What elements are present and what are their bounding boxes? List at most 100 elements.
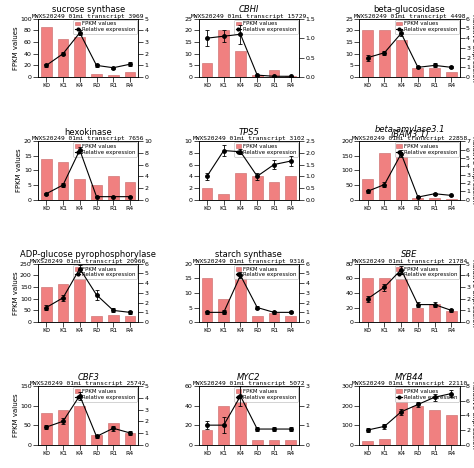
Bar [219,194,229,199]
Bar [41,159,52,199]
Title: MWXS20249_01mi_transcript_4498: MWXS20249_01mi_transcript_4498 [353,13,466,19]
Bar [74,37,85,77]
Y-axis label: FPKM values: FPKM values [12,271,18,314]
Bar [268,314,279,322]
Legend: FPKM values, Relative expression: FPKM values, Relative expression [234,265,298,279]
Text: CBF3: CBF3 [77,373,99,381]
Bar [201,188,212,199]
Bar [108,315,118,322]
Bar [268,182,279,199]
Bar [285,176,296,199]
Bar [57,410,68,445]
Legend: FPKM values, Relative expression: FPKM values, Relative expression [234,142,298,156]
Title: MWXS20249_01mi_transcript_22110: MWXS20249_01mi_transcript_22110 [351,380,468,386]
Bar [57,284,68,322]
Y-axis label: Relative expression: Relative expression [472,381,474,449]
Y-axis label: Relative expression: Relative expression [472,259,474,327]
Bar [379,153,390,199]
Legend: FPKM values, Relative expression: FPKM values, Relative expression [73,20,137,34]
Bar [74,273,85,322]
Bar [125,73,136,77]
Legend: FPKM values, Relative expression: FPKM values, Relative expression [73,142,137,156]
Title: MWXS20249_01mi_transcript_9316: MWXS20249_01mi_transcript_9316 [192,258,305,264]
Bar [446,73,457,77]
Legend: FPKM values, Relative expression: FPKM values, Relative expression [395,265,459,279]
Legend: FPKM values, Relative expression: FPKM values, Relative expression [395,20,459,34]
Title: MWXS20249_01mi_transcript_3969: MWXS20249_01mi_transcript_3969 [32,13,145,19]
Bar [74,406,85,445]
Bar [412,68,423,77]
Title: MWXS20249_01mi_transcript_3102: MWXS20249_01mi_transcript_3102 [192,136,305,141]
Bar [446,416,457,445]
Bar [219,30,229,77]
Bar [396,396,407,445]
Bar [362,179,373,199]
Bar [235,398,246,445]
Text: (BAM3.1): (BAM3.1) [390,130,429,139]
Legend: FPKM values, Relative expression: FPKM values, Relative expression [73,265,137,279]
Bar [125,182,136,199]
Bar [252,75,263,77]
Bar [396,153,407,199]
Bar [429,198,440,199]
Bar [412,406,423,445]
Y-axis label: FPKM values: FPKM values [17,149,22,192]
Text: TPS5: TPS5 [238,128,259,137]
Bar [268,440,279,445]
Bar [57,161,68,199]
Text: hexokinase: hexokinase [64,128,112,137]
Bar [412,307,423,322]
Title: MWXS20249_01mi_transcript_21784: MWXS20249_01mi_transcript_21784 [351,258,468,264]
Bar [379,439,390,445]
Bar [412,198,423,199]
Bar [235,275,246,322]
Title: MWXS20249_01mi_transcript_25742: MWXS20249_01mi_transcript_25742 [30,380,146,386]
Text: SBE: SBE [401,250,418,259]
Text: sucrose synthase: sucrose synthase [52,5,125,14]
Bar [41,414,52,445]
Bar [91,316,102,322]
Legend: FPKM values, Relative expression: FPKM values, Relative expression [395,142,459,156]
Text: ADP-glucose pyrophosphorylase: ADP-glucose pyrophosphorylase [20,250,156,259]
Bar [201,278,212,322]
Bar [362,441,373,445]
Legend: FPKM values, Relative expression: FPKM values, Relative expression [73,388,137,402]
Bar [396,40,407,77]
Bar [108,75,118,77]
Text: beta-glucosidase: beta-glucosidase [374,5,446,14]
Bar [429,304,440,322]
Bar [41,287,52,322]
Bar [219,406,229,445]
Title: MWXS20249_01mi_transcript_5072: MWXS20249_01mi_transcript_5072 [192,380,305,386]
Text: MYB44: MYB44 [395,373,424,381]
Bar [91,185,102,199]
Bar [57,39,68,77]
Title: MWXS20249_01mi_transcript_7656: MWXS20249_01mi_transcript_7656 [32,136,145,141]
Bar [446,311,457,322]
Bar [429,410,440,445]
Bar [201,63,212,77]
Y-axis label: Relative expression: Relative expression [472,137,474,205]
Bar [219,299,229,322]
Bar [362,30,373,77]
Y-axis label: FPKM values: FPKM values [13,394,18,437]
Bar [125,433,136,445]
Bar [235,51,246,77]
Text: starch synthase: starch synthase [215,250,283,259]
Text: CBHI: CBHI [239,5,259,14]
Legend: FPKM values, Relative expression: FPKM values, Relative expression [234,388,298,402]
Bar [379,30,390,77]
Bar [252,316,263,322]
Bar [125,316,136,322]
Y-axis label: Relative expression: Relative expression [472,14,474,82]
Bar [362,278,373,322]
Bar [379,278,390,322]
Bar [41,28,52,77]
Bar [91,435,102,445]
Bar [285,76,296,77]
Bar [201,430,212,445]
Bar [252,440,263,445]
Title: MWXS20249_01mi_transcript_15729: MWXS20249_01mi_transcript_15729 [191,13,307,19]
Legend: FPKM values, Relative expression: FPKM values, Relative expression [395,388,459,402]
Bar [429,68,440,77]
